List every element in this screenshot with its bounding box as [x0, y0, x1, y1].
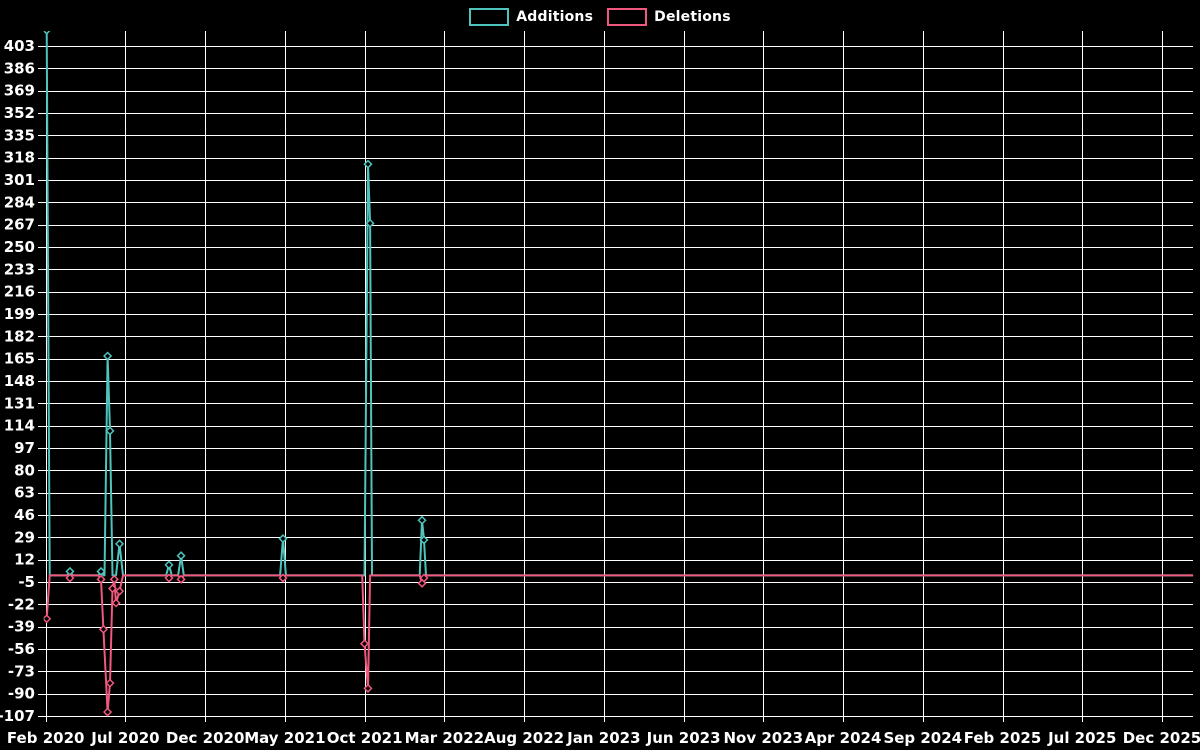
additions-point-marker [176, 551, 186, 561]
deletions-point-marker [419, 573, 429, 583]
x-tick-label: Nov 2023 [724, 729, 804, 747]
y-tick-label: 165 [4, 350, 35, 368]
additions-legend-label: Additions [516, 9, 594, 25]
x-axis-labels: Feb 2020 Jul 2020 Dec 2020 May 2021 Oct 2021… [7, 729, 1200, 747]
x-tick-label: Jun 2023 [646, 729, 721, 747]
y-tick-label: 352 [4, 104, 35, 122]
y-tick-label: 369 [4, 82, 35, 100]
x-tick-label: Jul 2025 [1047, 729, 1116, 747]
y-tick-label: 318 [4, 149, 35, 167]
chart-legend: Additions Deletions [0, 8, 1200, 26]
deletions-point-marker [114, 586, 125, 596]
y-tick-label: 63 [14, 484, 35, 502]
additions-swatch-icon [469, 8, 510, 26]
y-tick-label: 131 [4, 394, 35, 412]
x-tick-label: Dec 2025 [1123, 729, 1200, 747]
y-tick-label: -39 [8, 618, 35, 636]
x-tick-label: Jan 2023 [566, 729, 640, 747]
deletions-point-marker [278, 573, 288, 583]
y-tick-label: 12 [14, 551, 35, 569]
deletions-point-marker [43, 614, 52, 624]
grid [38, 31, 1193, 722]
additions-series [43, 31, 1194, 577]
y-tick-label: 301 [4, 171, 35, 189]
y-tick-label: 267 [4, 216, 35, 234]
y-tick-label: -56 [8, 640, 35, 658]
deletions-point-marker [109, 574, 119, 584]
deletions-point-marker [65, 573, 75, 583]
y-tick-label: 182 [4, 327, 35, 345]
x-tick-label: Jul 2020 [90, 729, 159, 747]
x-tick-label: Feb 2020 [7, 729, 85, 747]
x-tick-label: May 2021 [244, 729, 325, 747]
legend-item-additions: Additions [469, 8, 593, 26]
deletions-point-marker [164, 573, 174, 583]
additions-point-marker [419, 535, 429, 545]
y-tick-label: 114 [4, 417, 35, 435]
deletions-point-marker [103, 707, 113, 717]
additions-point-marker [105, 426, 115, 436]
deletions-point-marker [363, 683, 373, 693]
y-tick-label: 80 [14, 461, 35, 479]
deletions-point-marker [105, 678, 115, 688]
deletions-swatch-icon [607, 8, 648, 26]
deletions-point-marker [107, 583, 118, 594]
x-tick-label: Feb 2025 [964, 729, 1042, 747]
y-tick-label: -107 [0, 707, 35, 725]
y-tick-label: -5 [18, 573, 35, 591]
deletions-point-marker [359, 639, 370, 649]
y-tick-label: 216 [4, 283, 35, 301]
y-tick-label: -90 [8, 685, 35, 703]
additions-point-marker [43, 31, 51, 35]
additions-point-marker [365, 218, 375, 228]
x-tick-label: Sep 2024 [883, 729, 962, 747]
x-tick-label: Mar 2022 [405, 729, 484, 747]
legend-item-deletions: Deletions [607, 8, 731, 26]
y-tick-label: 403 [4, 37, 35, 55]
y-tick-label: 233 [4, 260, 35, 278]
y-tick-label: -73 [8, 662, 35, 680]
y-tick-label: 148 [4, 372, 35, 390]
y-tick-label: -22 [8, 595, 35, 613]
deletions-legend-label: Deletions [654, 9, 731, 25]
y-tick-label: 250 [4, 238, 35, 256]
additions-point-marker [278, 534, 288, 544]
y-tick-label: 386 [4, 59, 35, 77]
deletions-point-marker [111, 598, 121, 608]
deletions-point-marker [98, 624, 108, 634]
x-tick-label: Dec 2020 [166, 729, 245, 747]
deletions-series [43, 573, 1194, 717]
y-tick-label: 97 [14, 439, 35, 457]
deletions-point-marker [96, 574, 106, 584]
additions-point-marker [103, 351, 113, 361]
y-tick-label: 284 [4, 193, 35, 211]
additions-point-marker [363, 159, 373, 169]
additions-point-marker [417, 515, 427, 525]
x-tick-label: Aug 2022 [484, 729, 564, 747]
additions-point-marker [164, 560, 174, 570]
x-tick-label: Oct 2021 [327, 729, 403, 747]
additions-point-marker [114, 539, 125, 549]
y-tick-label: 335 [4, 126, 35, 144]
y-axis-labels: 403 386 369 352 335 318 301 284 267 250 233 216 199 1… [0, 37, 35, 725]
deletions-point-marker [176, 574, 186, 584]
y-tick-label: 199 [4, 305, 35, 323]
x-tick-label: Apr 2024 [805, 729, 882, 747]
y-tick-label: 29 [14, 528, 35, 546]
y-tick-label: 46 [14, 506, 35, 524]
